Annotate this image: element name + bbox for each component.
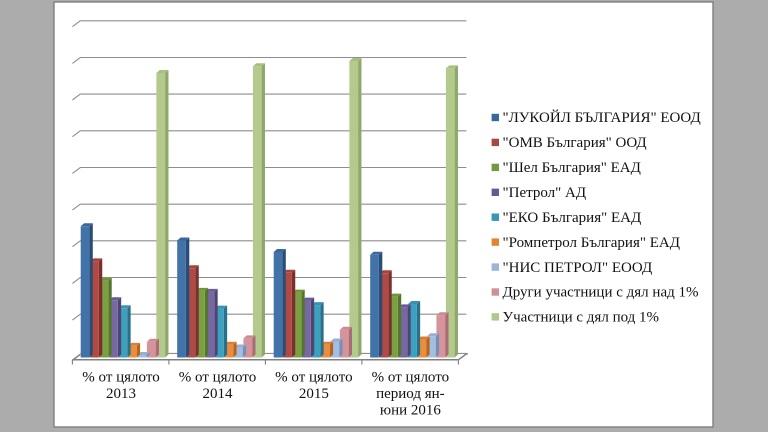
svg-text:"ЛУКОЙЛ БЪЛГАРИЯ" ЕООД: "ЛУКОЙЛ БЪЛГАРИЯ" ЕООД [503, 109, 701, 126]
svg-text:Други участници с дял над 1%: Други участници с дял над 1% [503, 285, 699, 301]
svg-text:2013: 2013 [106, 386, 136, 402]
svg-text:период ян-: период ян- [376, 386, 445, 402]
svg-text:"Шел България" ЕАД: "Шел България" ЕАД [503, 160, 641, 176]
svg-text:"ЕКО България" ЕАД: "ЕКО България" ЕАД [503, 210, 642, 226]
svg-text:Участници с дял под 1%: Участници с дял под 1% [503, 310, 660, 326]
svg-text:% от цялото: % от цялото [275, 370, 352, 386]
svg-text:2014: 2014 [203, 386, 234, 402]
svg-text:"НИС ПЕТРОЛ" ЕООД: "НИС ПЕТРОЛ" ЕООД [503, 260, 653, 276]
svg-text:"Петрол" АД: "Петрол" АД [503, 185, 587, 201]
svg-text:% от цялото: % от цялото [179, 370, 256, 386]
svg-text:% от цялото: % от цялото [82, 370, 159, 386]
svg-text:% от цялото: % от цялото [372, 370, 449, 386]
svg-text:юни 2016: юни 2016 [380, 403, 442, 419]
svg-text:"Ромпетрол България" ЕАД: "Ромпетрол България" ЕАД [503, 235, 680, 251]
svg-text:2015: 2015 [299, 386, 329, 402]
svg-text:"ОМВ България" ООД: "ОМВ България" ООД [503, 135, 647, 151]
